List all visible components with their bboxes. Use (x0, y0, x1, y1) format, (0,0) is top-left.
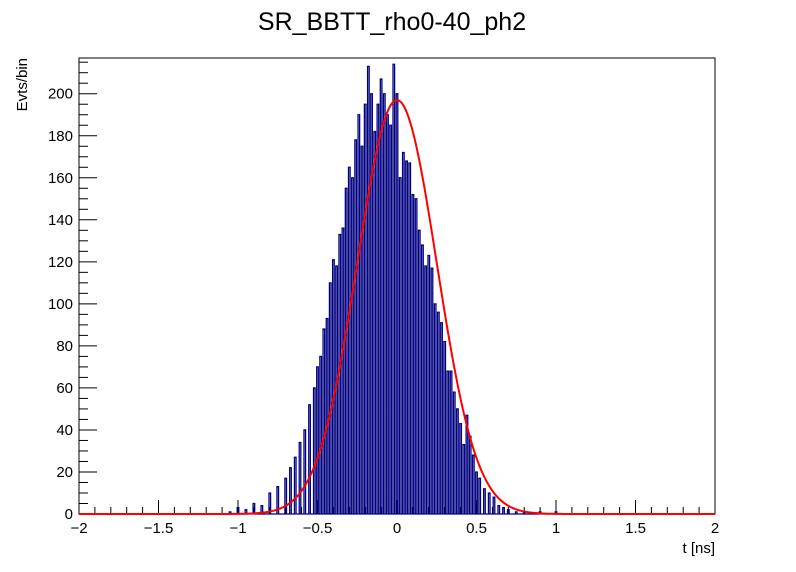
y-tick-label: 200 (48, 86, 73, 103)
x-tick-label: −1 (229, 520, 246, 537)
histogram-series (79, 63, 715, 515)
x-tick-label: 1 (552, 520, 560, 537)
y-tick-label: 100 (48, 296, 73, 313)
x-tick-label: 0 (393, 520, 401, 537)
x-tick-label: −1.5 (144, 520, 174, 537)
x-tick-label: 0.5 (466, 520, 487, 537)
y-tick-label: 120 (48, 254, 73, 271)
x-tick-label: 1.5 (625, 520, 646, 537)
gaussian-fit-curve (79, 99, 715, 515)
plot-frame (78, 57, 716, 515)
y-tick-label: 0 (65, 506, 73, 523)
y-tick-label: 40 (56, 422, 73, 439)
y-tick-label: 140 (48, 212, 73, 229)
y-tick-label: 160 (48, 170, 73, 187)
y-tick-labels: 0 20 40 60 80 100 120 140 160 180 200 (48, 86, 73, 523)
x-axis-title: t [ns] (682, 540, 715, 557)
x-tick-label: 2 (711, 520, 719, 537)
x-tick-label: −0.5 (303, 520, 333, 537)
x-tick-label: −2 (70, 520, 87, 537)
x-tick-labels: −2 −1.5 −1 −0.5 0 0.5 1 1.5 2 (70, 520, 719, 537)
chart-title: SR_BBTT_rho0-40_ph2 (258, 8, 526, 36)
y-tick-label: 20 (56, 464, 73, 481)
y-tick-label: 80 (56, 338, 73, 355)
y-tick-label: 180 (48, 128, 73, 145)
y-axis-title: Evts/bin (14, 58, 31, 111)
axis-ticks (78, 61, 716, 515)
y-tick-label: 60 (56, 380, 73, 397)
